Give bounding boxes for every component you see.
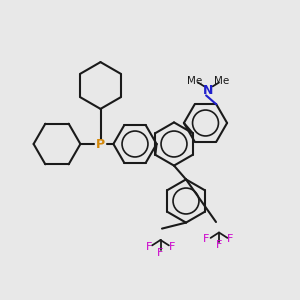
Text: N: N — [203, 83, 214, 97]
Text: F: F — [203, 233, 210, 244]
Text: F: F — [157, 248, 164, 258]
Text: F: F — [216, 240, 222, 250]
Text: F: F — [169, 242, 175, 252]
Text: Me: Me — [214, 76, 230, 86]
Text: P: P — [96, 137, 105, 151]
Text: F: F — [227, 233, 234, 244]
Text: F: F — [146, 242, 152, 252]
Text: Me: Me — [188, 76, 202, 86]
